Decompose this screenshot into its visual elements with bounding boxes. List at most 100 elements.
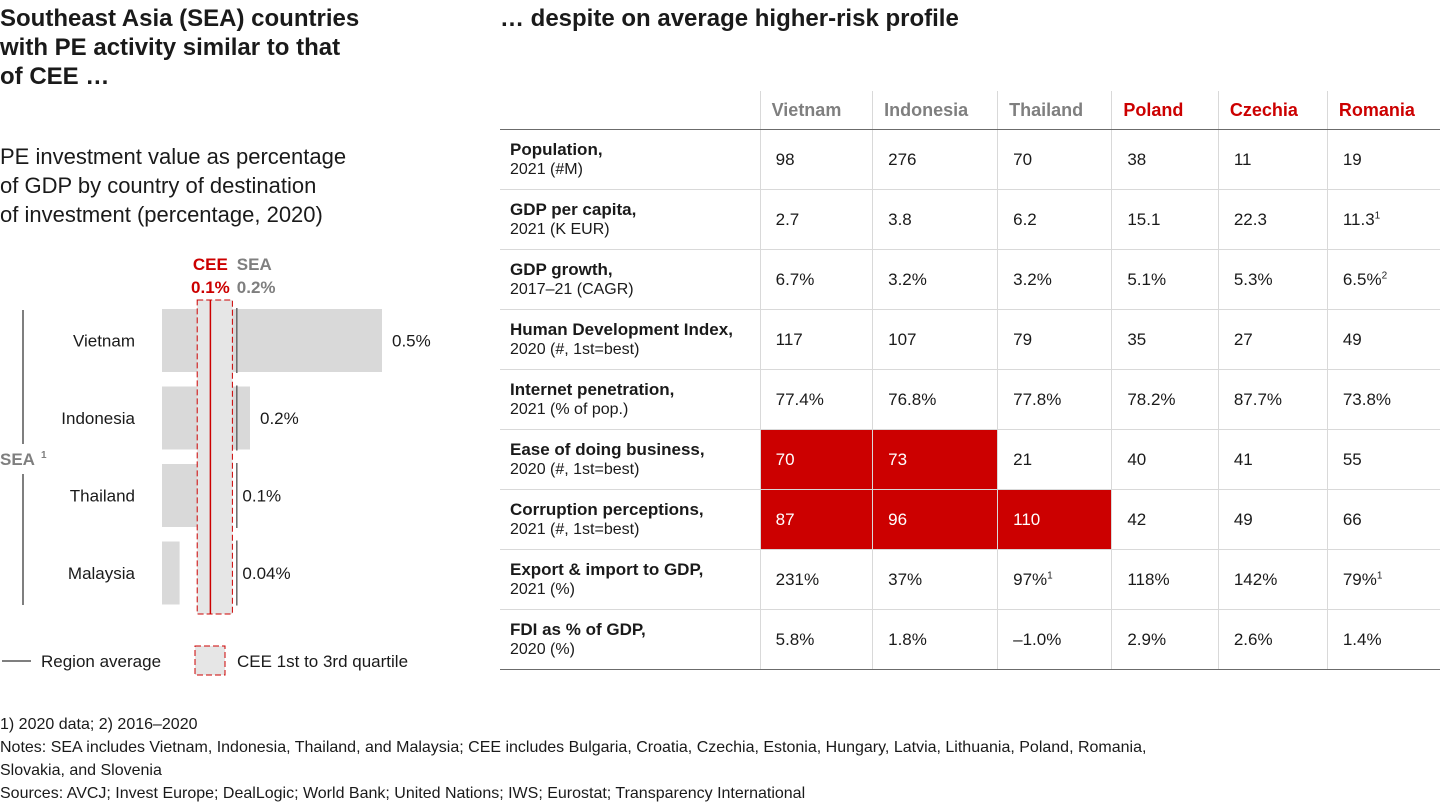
table-cell: 21 (997, 429, 1112, 490)
table-cell: 41 (1217, 429, 1328, 490)
row-label: Ease of doing business, 2020 (#, 1st=best… (500, 429, 761, 490)
footnotes: 1) 2020 data; 2) 2016–2020 Notes: SEA in… (0, 713, 1146, 805)
table-cell: 1.8% (872, 609, 998, 670)
bar (162, 309, 382, 372)
cell-footnote: 2 (1381, 269, 1388, 281)
row-label-title: GDP growth, (510, 260, 613, 279)
chart-subtitle-line: PE investment value as percentage (0, 144, 347, 169)
table-cell-highlighted: 110 (997, 489, 1112, 550)
notes-line: Slovakia, and Slovenia (0, 762, 162, 779)
cell-footnote: 1 (1374, 209, 1381, 221)
table-cell: 97%1 (997, 549, 1112, 610)
row-label-title: Ease of doing business, (510, 440, 705, 459)
column-header: Thailand (997, 91, 1112, 130)
row-label-title: Population, (510, 140, 603, 159)
table-cell: 98 (759, 129, 873, 190)
row-label-unit: 2021 (#, 1st=best) (510, 521, 640, 538)
table-cell: 19 (1326, 129, 1440, 190)
table-cell: 11 (1217, 129, 1328, 190)
table-cell: 66 (1326, 489, 1440, 550)
bar-value-label: 0.04% (242, 564, 290, 583)
table-cell-highlighted: 87 (759, 489, 873, 550)
row-label: Corruption perceptions, 2021 (#, 1st=best… (500, 489, 761, 550)
cee-average-name: CEE (193, 255, 228, 274)
row-label: Internet penetration, 2021 (% of pop.) (500, 369, 761, 430)
bar-value-label: 0.1% (242, 487, 281, 506)
row-label: GDP growth, 2017–21 (CAGR) (500, 249, 761, 310)
table-cell: 6.5%2 (1326, 249, 1440, 310)
legend-box-label: CEE 1st to 3rd quartile (237, 652, 408, 671)
notes-line: Notes: SEA includes Vietnam, Indonesia, … (0, 739, 1147, 756)
left-title-line: of CEE … (0, 63, 110, 90)
table-cell: 42 (1111, 489, 1219, 550)
table-cell: 79%1 (1326, 549, 1440, 610)
table-cell-highlighted: 73 (872, 429, 998, 490)
table-cell: 70 (997, 129, 1112, 190)
row-label: FDI as % of GDP, 2020 (%) (500, 609, 761, 670)
table-cell: 6.2 (997, 189, 1112, 250)
table-cell: 11.31 (1326, 189, 1440, 250)
table-cell-highlighted: 70 (759, 429, 873, 490)
table-cell: 22.3 (1217, 189, 1328, 250)
row-label: Export & import to GDP, 2021 (%) (500, 549, 761, 610)
table-cell: 78.2% (1111, 369, 1219, 430)
bar-value-label: 0.2% (260, 409, 299, 428)
table-cell: 2.9% (1111, 609, 1219, 670)
table-cell: 40 (1111, 429, 1219, 490)
chart-subtitle: PE investment value as percentage of GDP… (0, 142, 346, 229)
table-cell: 55 (1326, 429, 1440, 490)
footnote-line: 1) 2020 data; 2) 2016–2020 (0, 716, 198, 733)
column-header: Vietnam (759, 91, 873, 130)
country-comparison-table: Vietnam Indonesia Thailand Poland Czechia Rom… (500, 91, 1440, 670)
row-label-unit: 2020 (#, 1st=best) (510, 461, 640, 478)
table-cell: 5.8% (759, 609, 873, 670)
chart-subtitle-line: of GDP by country of destination (0, 173, 317, 198)
table-row: GDP growth, 2017–21 (CAGR) 6.7% 3.2% 3.2% 5.1… (500, 249, 1440, 310)
row-label-title: Export & import to GDP, (510, 560, 704, 579)
table-corner (500, 91, 761, 130)
table-cell: 77.4% (759, 369, 873, 430)
table-row: Export & import to GDP, 2021 (%) 231% 37% 97… (500, 549, 1440, 610)
cee-average-value: 0.1% (191, 278, 230, 297)
sea-average-name: SEA (237, 255, 272, 274)
row-label-unit: 2020 (%) (510, 641, 575, 658)
column-header: Romania (1326, 91, 1440, 130)
table-cell: 118% (1111, 549, 1219, 610)
table-cell: 3.2% (997, 249, 1112, 310)
table-row: GDP per capita, 2021 (K EUR) 2.7 3.8 6.2 15.1… (500, 189, 1440, 250)
cell-footnote: 1 (1376, 569, 1383, 581)
category-label: Indonesia (61, 409, 135, 428)
table-cell-highlighted: 96 (872, 489, 998, 550)
row-label-unit: 2017–21 (CAGR) (510, 281, 634, 298)
group-label-bg (0, 444, 52, 474)
table-cell: 79 (997, 309, 1112, 370)
row-label-unit: 2021 (K EUR) (510, 221, 610, 238)
group-label-footnote: 1 (41, 450, 47, 461)
row-label: Human Development Index, 2020 (#, 1st=bes… (500, 309, 761, 370)
table-cell: 276 (872, 129, 998, 190)
table-row: Corruption perceptions, 2021 (#, 1st=best… (500, 489, 1440, 550)
right-title: … despite on average higher-risk profile (500, 5, 959, 32)
chart-subtitle-line: of investment (percentage, 2020) (0, 202, 323, 227)
row-label-title: Internet penetration, (510, 380, 675, 399)
row-label-title: Corruption perceptions, (510, 500, 704, 519)
column-header: Poland (1111, 91, 1219, 130)
table-cell: 142% (1217, 549, 1328, 610)
cee-quartile-band (196, 299, 233, 615)
table-row: Ease of doing business, 2020 (#, 1st=best… (500, 429, 1440, 490)
table-cell: 3.8 (872, 189, 998, 250)
row-label-title: Human Development Index, (510, 320, 733, 339)
row-label: Population, 2021 (#M) (500, 129, 761, 190)
bar-value-label: 0.5% (392, 332, 431, 351)
row-label-unit: 2020 (#, 1st=best) (510, 341, 640, 358)
table-cell: 5.3% (1217, 249, 1328, 310)
table-cell: –1.0% (997, 609, 1112, 670)
table-cell: 2.6% (1217, 609, 1328, 670)
legend-line-label: Region average (41, 652, 161, 671)
left-title: Southeast Asia (SEA) countries with PE a… (0, 4, 359, 91)
table-row: Internet penetration, 2021 (% of pop.) 77.… (500, 369, 1440, 430)
row-label-title: GDP per capita, (510, 200, 637, 219)
table-cell: 6.7% (759, 249, 873, 310)
sources-line: Sources: AVCJ; Invest Europe; DealLogic;… (0, 785, 806, 802)
table-cell: 37% (872, 549, 998, 610)
